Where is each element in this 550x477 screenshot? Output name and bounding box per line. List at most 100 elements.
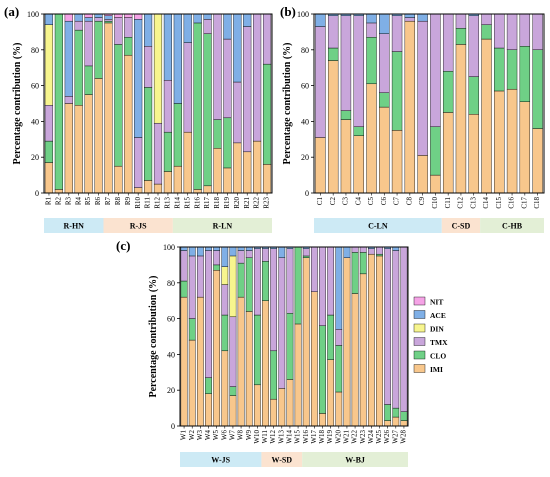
bar-segment-clo-c2 [327, 47, 339, 61]
bar-segment-ace-r17 [203, 13, 212, 20]
bar-segment-tmx-w8 [237, 250, 245, 264]
bar-segment-clo-r7 [104, 20, 113, 24]
stacked-bar-chart-b: C1 C2 C3 C4 C5 C6 C7 C8 C9 C10 C11 C12 C13 C14 C15 C16 C… [282, 10, 545, 233]
bar-segment-imi-r19 [223, 167, 232, 194]
bar-segment-imi-w11 [262, 300, 269, 427]
group-band-w-sd [261, 452, 303, 467]
x-tick-label: R11 [144, 197, 152, 209]
bar-segment-tmx-r6 [94, 17, 103, 22]
y-axis-title: Percentage contribution (%) [12, 42, 23, 164]
x-tick-label: C8 [405, 197, 413, 206]
plot-frame [313, 13, 545, 194]
group-label-c-hb: C-HB [502, 222, 523, 231]
bar-segment-clo-r14 [173, 103, 182, 167]
x-tick-label: R6 [94, 197, 102, 206]
bar-segment-ace-w20 [335, 246, 343, 330]
x-tick-label: R12 [154, 197, 162, 209]
bar-segment-imi-c16 [506, 88, 518, 194]
bar-segment-clo-c17 [519, 46, 531, 102]
bar-segment-clo-c4 [353, 126, 364, 136]
bar-segment-imi-w3 [196, 296, 204, 427]
x-tick-label: W27 [391, 430, 399, 444]
bar-segment-imi-w17 [310, 291, 318, 427]
bar-segment-imi-c7 [391, 130, 403, 194]
legend-label-imi: IMI [430, 365, 443, 374]
group-label-r-hn: R-HN [64, 222, 85, 231]
bar-segment-imi-w12 [270, 398, 278, 427]
bar-segment-clo-c16 [506, 49, 518, 90]
bar-segment-clo-w20 [335, 345, 343, 393]
bar-segment-clo-w27 [392, 407, 400, 418]
legend-label-ace: ACE [430, 311, 446, 320]
bar-segment-imi-r17 [203, 185, 212, 194]
bar-segment-ace-r14 [173, 13, 182, 104]
y-tick-label: 100 [27, 10, 39, 19]
x-tick-label: C2 [329, 197, 337, 206]
x-tick-label: W8 [237, 430, 245, 441]
bar-segment-imi-c15 [494, 90, 505, 194]
bar-segment-ace-w13 [278, 246, 286, 258]
group-label-c-sd: C-SD [452, 222, 471, 231]
x-tick-label: C9 [418, 197, 426, 206]
x-tick-label: C10 [431, 197, 439, 209]
bar-segment-ace-w6 [221, 246, 229, 267]
x-tick-label: R8 [114, 197, 122, 206]
bar-segment-clo-w18 [319, 325, 326, 414]
x-tick-label: C4 [354, 197, 362, 206]
bar-segment-clo-w9 [245, 257, 253, 312]
bar-segment-ace-w1 [180, 246, 188, 251]
bar-segment-imi-w19 [327, 359, 335, 427]
bar-segment-clo-w4 [205, 377, 212, 394]
x-tick-label: R21 [243, 197, 251, 209]
bar-segment-tmx-w11 [262, 248, 269, 262]
bar-segment-tmx-r21 [243, 26, 252, 153]
bar-segment-tmx-w20 [335, 329, 343, 346]
bar-segment-imi-w23 [359, 273, 367, 427]
group-label-w-sd: W-SD [271, 456, 292, 465]
bar-segment-nit-r5 [84, 13, 93, 18]
bar-segment-imi-w10 [253, 384, 261, 427]
bar-segment-nit-r8 [114, 13, 123, 18]
group-band-w-bj [302, 452, 408, 467]
bar-segment-ace-c9 [417, 13, 428, 22]
bar-segment-imi-r4 [74, 105, 83, 194]
bar-segment-tmx-w1 [180, 250, 188, 282]
bar-segment-tmx-w19 [327, 246, 335, 316]
bar-segment-imi-r5 [84, 94, 93, 194]
bar-segment-tmx-c13 [468, 15, 479, 77]
bar-segment-tmx-c11 [442, 13, 454, 72]
bar-segment-clo-r8 [114, 44, 123, 167]
x-tick-label: R17 [203, 197, 211, 209]
x-tick-label: R9 [124, 197, 132, 206]
bar-segment-tmx-r19 [223, 38, 232, 119]
bar-segment-clo-r11 [144, 87, 153, 181]
bar-segment-imi-c2 [327, 60, 339, 194]
bar-segment-ace-r21 [243, 13, 252, 27]
bar-segment-tmx-w9 [245, 250, 253, 258]
bar-segment-ace-r19 [223, 13, 232, 40]
bar-segment-imi-w20 [335, 391, 343, 427]
y-tick-label: 40 [31, 117, 39, 126]
bar-segment-tmx-r5 [84, 20, 93, 67]
bar-segment-tmx-w22 [351, 246, 359, 253]
bar-segment-din-r1 [44, 24, 54, 106]
bar-segment-clo-r23 [262, 63, 272, 165]
bar-segment-tmx-w7 [229, 316, 237, 387]
bar-segment-ace-w21 [343, 246, 351, 258]
panel-c-label: (c) [116, 238, 130, 253]
bar-segment-ace-c6 [379, 13, 390, 34]
bar-segment-imi-r2 [54, 189, 63, 194]
group-label-r-ln: R-LN [213, 222, 233, 231]
legend: NIT ACE DIN TMX CLO IMI [413, 296, 448, 374]
x-tick-label: W12 [269, 430, 277, 444]
bar-segment-clo-w14 [286, 313, 294, 380]
bar-segment-imi-w2 [188, 339, 196, 427]
bar-segment-ace-w8 [237, 246, 245, 251]
x-tick-label: R16 [193, 197, 201, 209]
bar-segment-clo-c3 [340, 110, 352, 120]
bar-segment-clo-w23 [359, 252, 367, 275]
bar-segment-imi-r3 [64, 103, 73, 194]
bar-segment-clo-r19 [223, 117, 232, 169]
bar-segment-tmx-c3 [340, 15, 352, 111]
